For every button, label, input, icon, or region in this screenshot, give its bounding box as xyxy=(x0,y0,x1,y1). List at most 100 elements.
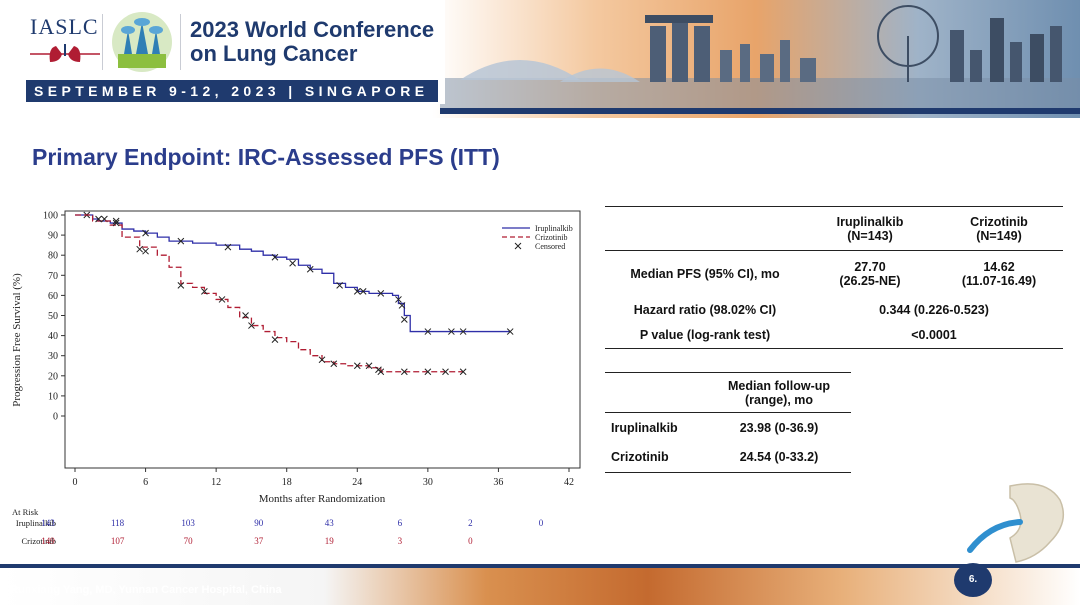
p-value: <0.0001 xyxy=(911,328,957,343)
legend-label: Censored xyxy=(535,242,565,251)
survival-curves xyxy=(75,211,514,376)
y-tick-label: 50 xyxy=(48,311,58,322)
censor-mark xyxy=(224,243,232,251)
censor-mark xyxy=(377,368,385,376)
censor-mark xyxy=(400,316,408,323)
censor-mark xyxy=(336,281,343,289)
at-risk-label: At Risk xyxy=(12,507,39,517)
y-tick-label: 80 xyxy=(48,251,58,262)
at-risk-count: 107 xyxy=(111,536,125,546)
at-risk-count: 0 xyxy=(468,536,473,546)
censor-mark xyxy=(271,253,279,261)
at-risk-row-name: Crizotinib xyxy=(22,536,56,546)
followup-row-value: 24.54 (0-33.2) xyxy=(739,450,819,465)
censor-mark xyxy=(353,288,361,295)
at-risk-count: 19 xyxy=(325,536,335,546)
median-pfs-label: Median PFS (95% CI), mo xyxy=(630,266,780,281)
at-risk-count: 90 xyxy=(254,518,264,528)
followup-row-value: 23.98 (0-36.9) xyxy=(739,420,819,435)
censor-mark xyxy=(306,265,314,273)
y-axis-label: Progression Free Survival (%) xyxy=(11,273,23,407)
y-tick-label: 20 xyxy=(48,371,58,382)
censor-mark xyxy=(95,215,102,223)
hazard-ratio-value: 0.344 (0.226-0.523) xyxy=(879,302,989,317)
at-risk-count: 0 xyxy=(539,518,544,528)
logo-block: IASLC 2023 World Conference on Lung Canc… xyxy=(0,0,445,104)
column-crizotinib: Crizotinib (N=149) xyxy=(970,214,1028,243)
footer-bar xyxy=(0,568,1080,605)
censor-mark xyxy=(142,229,149,237)
x-tick-label: 0 xyxy=(73,477,78,488)
page-number: 6. xyxy=(954,563,992,597)
at-risk-count: 149 xyxy=(41,536,55,546)
censor-mark xyxy=(177,281,185,289)
y-ticks: 0 10 20 30 40 50 60 70 80 90 100 xyxy=(43,211,65,423)
x-tick-label: 12 xyxy=(211,477,221,488)
dates-location-bar: SEPTEMBER 9-12, 2023 | SINGAPORE xyxy=(26,80,438,102)
censor-mark xyxy=(365,362,373,370)
censor-mark xyxy=(400,368,408,376)
x-tick-label: 24 xyxy=(352,477,362,488)
y-tick-label: 30 xyxy=(48,351,58,362)
x-tick-label: 36 xyxy=(493,477,503,488)
censor-mark xyxy=(442,368,449,376)
median-pfs-crizotinib: 14.62 (11.07-16.49) xyxy=(961,259,1037,288)
footer-rule xyxy=(0,564,1080,568)
y-tick-label: 40 xyxy=(48,331,58,342)
at-risk-count: 143 xyxy=(41,518,55,528)
x-ticks: 0 6 12 18 24 30 36 42 xyxy=(73,468,574,488)
censor-mark xyxy=(459,368,467,376)
at-risk-count: 2 xyxy=(468,518,473,528)
gardens-logo-icon xyxy=(112,12,172,72)
censor-mark xyxy=(248,322,255,329)
at-risk-count: 3 xyxy=(398,536,403,546)
censor-mark xyxy=(459,328,467,335)
censor-mark xyxy=(218,296,226,303)
lungs-icon xyxy=(30,44,100,62)
logo-divider xyxy=(102,14,103,70)
at-risk-count: 118 xyxy=(111,518,125,528)
censor-mark xyxy=(395,296,402,303)
singapore-skyline-image xyxy=(440,5,1080,114)
censor-mark xyxy=(289,259,296,267)
censor-mark xyxy=(424,368,432,376)
censor-mark xyxy=(448,328,455,335)
logo-divider-2 xyxy=(180,14,181,70)
followup-row-name: Crizotinib xyxy=(611,450,669,465)
followup-header: Median follow-up (range), mo xyxy=(727,378,831,407)
merlion-icon xyxy=(967,483,1065,563)
median-pfs-iruplinalkib: 27.70 (26.25-NE) xyxy=(839,259,901,288)
x-tick-label: 42 xyxy=(564,477,574,488)
x-tick-label: 30 xyxy=(423,477,433,488)
slide-title: Primary Endpoint: IRC-Assessed PFS (ITT) xyxy=(32,144,500,170)
censor-mark xyxy=(177,237,185,245)
censor-mark xyxy=(201,288,208,295)
followup-row-name: Iruplinalkib xyxy=(611,420,678,435)
legend-label: Iruplinalkib xyxy=(535,224,573,233)
y-tick-label: 10 xyxy=(48,391,58,402)
hazard-ratio-label: Hazard ratio (98.02% CI) xyxy=(633,302,777,317)
header-banner: IASLC 2023 World Conference on Lung Canc… xyxy=(0,0,1080,118)
censor-mark xyxy=(112,219,120,227)
censor-mark xyxy=(398,302,406,309)
censor-mark xyxy=(506,328,514,335)
at-risk-count: 37 xyxy=(254,536,264,546)
at-risk-count: 43 xyxy=(325,518,335,528)
iaslc-logo: IASLC xyxy=(30,14,99,39)
legend-swatch xyxy=(514,242,522,250)
column-iruplinalkib: Iruplinalkib (N=143) xyxy=(836,214,904,243)
x-tick-label: 18 xyxy=(282,477,292,488)
y-tick-label: 100 xyxy=(43,211,58,222)
y-tick-label: 0 xyxy=(53,412,58,423)
censor-mark xyxy=(136,245,144,253)
at-risk-count: 6 xyxy=(398,518,403,528)
censor-mark xyxy=(359,288,367,295)
censor-mark xyxy=(330,360,338,368)
p-value-label: P value (log-rank test) xyxy=(639,328,771,343)
censor-mark xyxy=(318,356,326,364)
series-line xyxy=(75,214,464,373)
y-tick-label: 60 xyxy=(48,291,58,302)
censor-mark xyxy=(377,290,385,297)
censor-mark xyxy=(142,247,149,255)
